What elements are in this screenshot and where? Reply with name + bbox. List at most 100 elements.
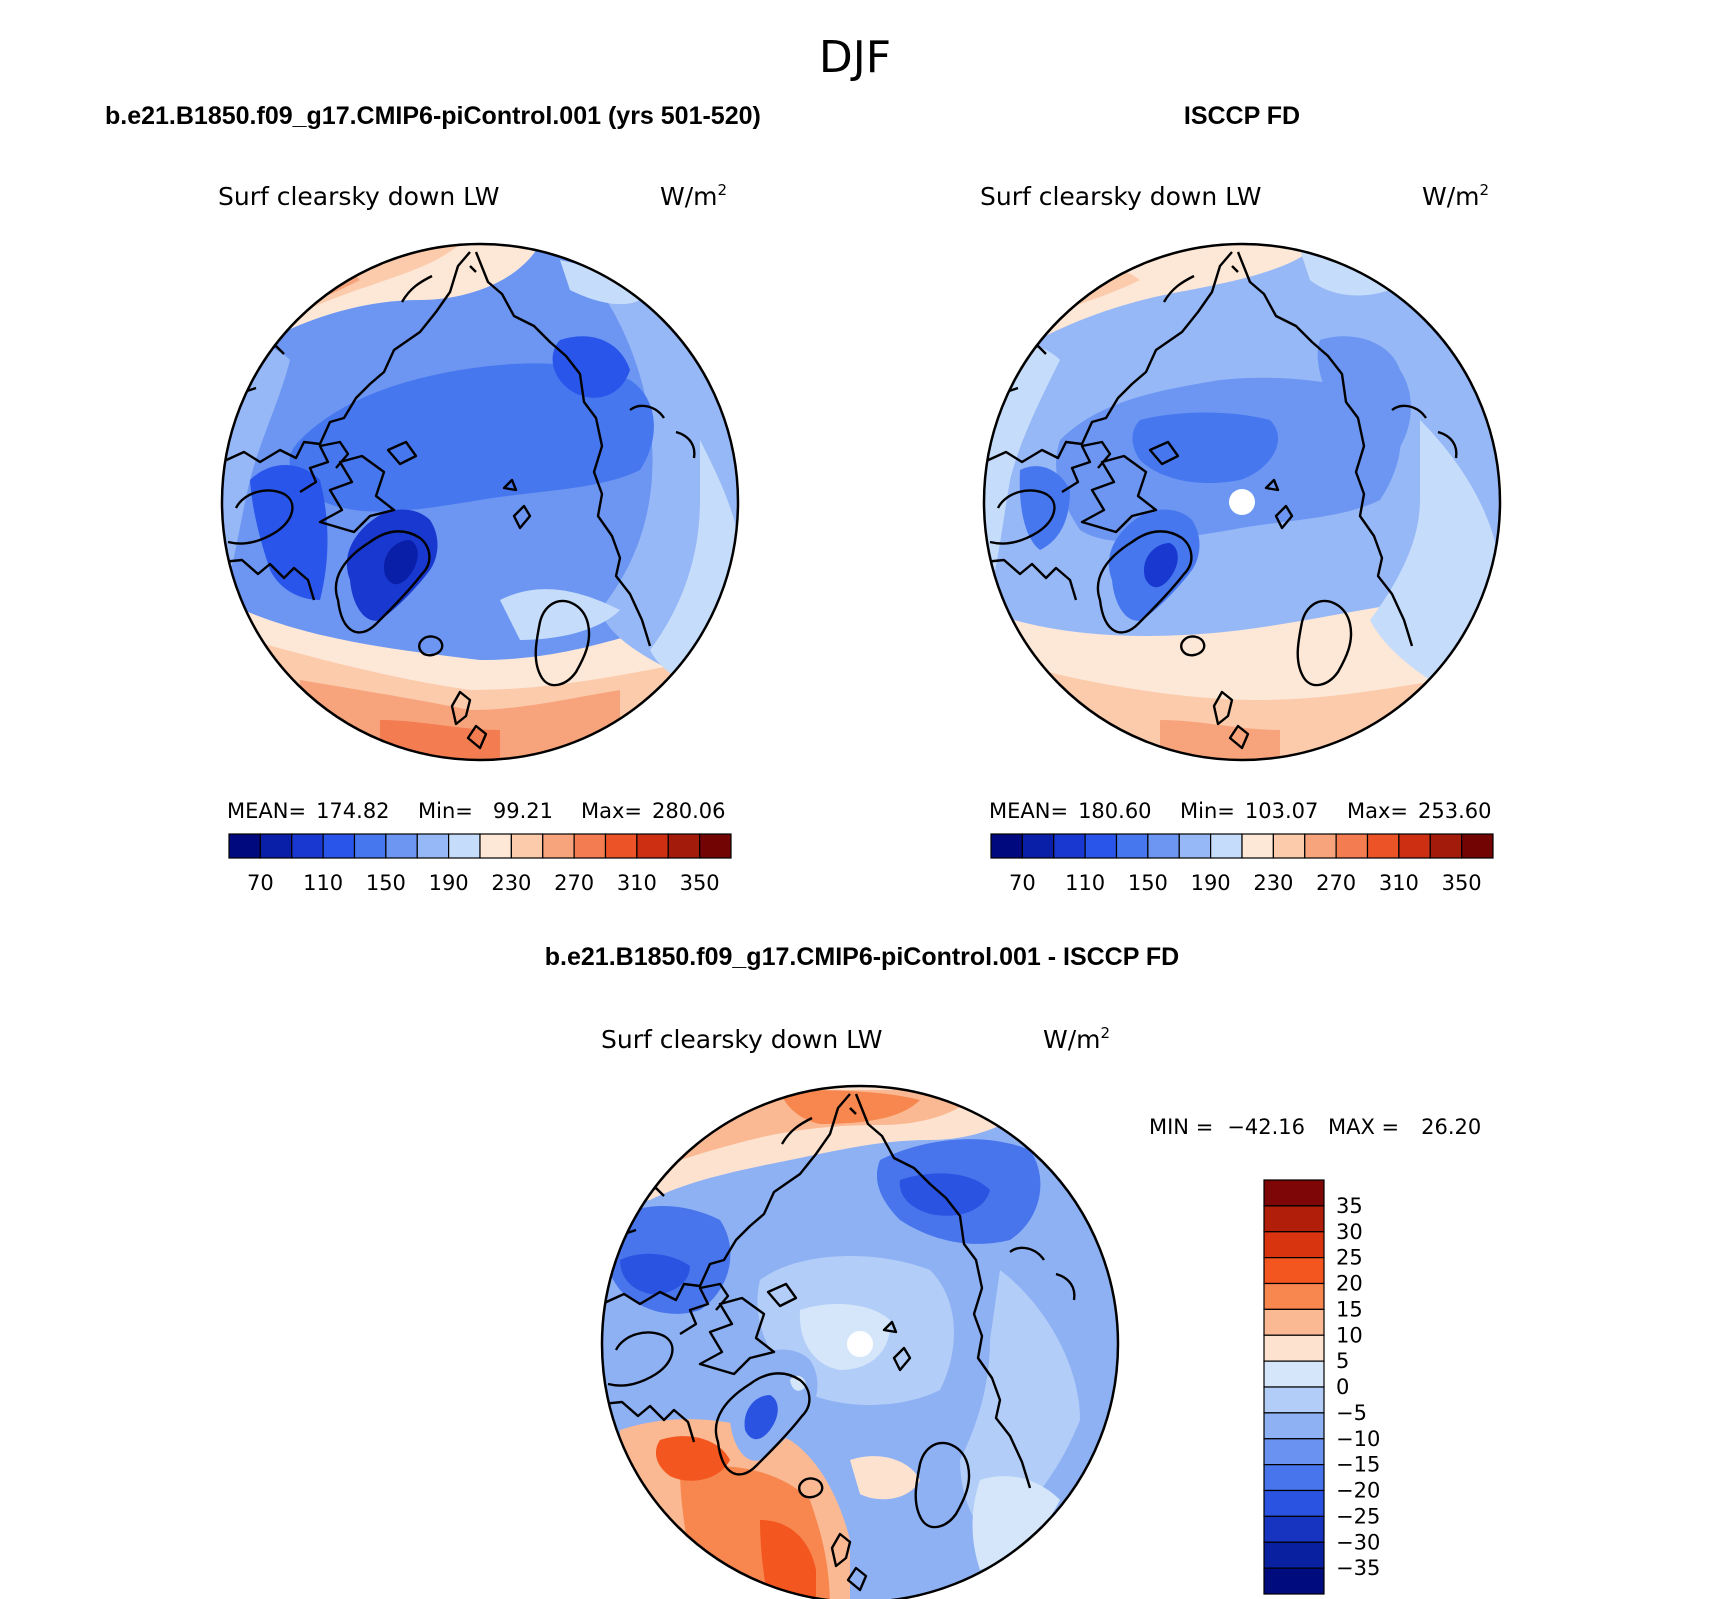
colorbar-obs-tick-label: 150 <box>1128 871 1168 895</box>
colorbar-diff-swatch <box>1263 1179 1325 1207</box>
colorbar-obs-swatch <box>1398 833 1431 859</box>
panel-obs-units: W/m2 <box>1422 181 1489 211</box>
panel-model-colorbar: 70 110 150 190 230 270 310 350 <box>228 833 732 895</box>
colorbar-model-swatch <box>604 833 638 859</box>
panel-diff-case-title: b.e21.B1850.f09_g17.CMIP6-piControl.001 … <box>545 943 1179 971</box>
colorbar-diff-swatch <box>1263 1308 1325 1336</box>
colorbar-diff-tick-label: −30 <box>1336 1530 1380 1554</box>
panel-obs: ISCCP FD Surf clearsky down LW W/m2 <box>980 102 1502 895</box>
panel-obs-min: Min= 103.07 <box>1180 799 1318 823</box>
colorbar-obs-swatch <box>1304 833 1337 859</box>
panel-diff-map-border <box>600 1084 1120 1599</box>
colorbar-obs-swatch <box>1084 833 1118 859</box>
panel-model-max: Max= 280.06 <box>581 799 726 823</box>
colorbar-model-swatch <box>573 833 607 859</box>
colorbar-diff-tick-label: 30 <box>1336 1220 1363 1244</box>
colorbar-model-swatch <box>542 833 575 859</box>
colorbar-model-tick-label: 230 <box>491 871 531 895</box>
colorbar-model-tick-label: 150 <box>366 871 406 895</box>
panel-model-case-title: b.e21.B1850.f09_g17.CMIP6-piControl.001 … <box>105 102 761 130</box>
panel-obs-map-border <box>982 242 1502 762</box>
panel-obs-colorbar: 70 110 150 190 230 270 310 350 <box>990 833 1494 895</box>
colorbar-model-swatch <box>479 833 512 859</box>
colorbar-diff-tick-label: 25 <box>1336 1246 1363 1270</box>
colorbar-diff-tick-label: −20 <box>1336 1479 1380 1503</box>
panel-obs-case-title: ISCCP FD <box>1184 102 1300 130</box>
colorbar-model-tick-label: 70 <box>247 871 274 895</box>
colorbar-diff-swatch <box>1263 1412 1325 1440</box>
colorbar-diff-tick-label: 5 <box>1336 1349 1349 1373</box>
colorbar-obs-swatch <box>1053 833 1086 859</box>
colorbar-model-swatch <box>636 833 669 859</box>
colorbar-obs-tick-label: 310 <box>1379 871 1419 895</box>
colorbar-diff-tick-label: 35 <box>1336 1194 1363 1218</box>
panel-diff-max: MAX = 26.20 <box>1328 1115 1481 1139</box>
colorbar-diff-tick-label: −10 <box>1336 1427 1380 1451</box>
colorbar-obs-swatch <box>1461 833 1494 859</box>
colorbar-model-swatch <box>448 833 481 859</box>
colorbar-obs-swatch <box>1272 833 1306 859</box>
colorbar-model-tick-label: 190 <box>429 871 469 895</box>
colorbar-diff-swatch <box>1263 1257 1325 1285</box>
colorbar-diff-tick-label: −15 <box>1336 1453 1380 1477</box>
panel-model-variable: Surf clearsky down LW <box>218 182 500 211</box>
colorbar-diff-swatch <box>1263 1360 1325 1388</box>
colorbar-obs-tick-label: 70 <box>1009 871 1036 895</box>
colorbar-diff-swatch <box>1263 1541 1325 1569</box>
panel-model-min: Min= 99.21 <box>418 799 553 823</box>
colorbar-model-swatch <box>322 833 356 859</box>
panel-obs-map <box>984 244 1500 760</box>
colorbar-diff-swatch <box>1263 1515 1325 1543</box>
colorbar-obs-swatch <box>990 833 1023 859</box>
colorbar-obs-swatch <box>1021 833 1055 859</box>
colorbar-diff-tick-label: −25 <box>1336 1504 1380 1528</box>
colorbar-model-swatch <box>385 833 418 859</box>
panel-diff: b.e21.B1850.f09_g17.CMIP6-piControl.001 … <box>545 943 1481 1599</box>
colorbar-diff-tick-label: 0 <box>1336 1375 1349 1399</box>
panel-obs-variable: Surf clearsky down LW <box>980 182 1262 211</box>
colorbar-diff-tick-label: 20 <box>1336 1272 1363 1296</box>
panel-diff-units: W/m2 <box>1043 1024 1110 1054</box>
figure-title: DJF <box>819 32 891 83</box>
colorbar-model-tick-label: 350 <box>680 871 720 895</box>
panel-obs-max: Max= 253.60 <box>1347 799 1492 823</box>
colorbar-model-swatch <box>416 833 450 859</box>
colorbar-obs-tick-label: 110 <box>1065 871 1105 895</box>
colorbar-obs-tick-label: 230 <box>1253 871 1293 895</box>
colorbar-model-tick-label: 270 <box>554 871 594 895</box>
colorbar-diff-swatch <box>1263 1567 1325 1595</box>
colorbar-model-swatch <box>353 833 387 859</box>
colorbar-diff-swatch <box>1263 1489 1325 1517</box>
colorbar-model-swatch <box>699 833 732 859</box>
colorbar-diff-swatch <box>1263 1438 1325 1466</box>
colorbar-diff-swatch <box>1263 1282 1325 1310</box>
colorbar-diff-tick-label: 15 <box>1336 1297 1363 1321</box>
colorbar-diff-tick-label: 10 <box>1336 1323 1363 1347</box>
colorbar-model-swatch <box>259 833 293 859</box>
colorbar-model-swatch <box>228 833 261 859</box>
panel-obs-mean: MEAN= 180.60 <box>989 799 1152 823</box>
colorbar-obs-swatch <box>1429 833 1463 859</box>
panel-model-map-border <box>220 242 740 762</box>
panel-diff-map <box>602 1086 1118 1599</box>
colorbar-obs-swatch <box>1241 833 1274 859</box>
colorbar-obs-tick-label: 190 <box>1191 871 1231 895</box>
panel-diff-variable: Surf clearsky down LW <box>601 1025 883 1054</box>
colorbar-model-swatch <box>510 833 544 859</box>
colorbar-diff-swatch <box>1263 1231 1325 1259</box>
colorbar-model-tick-label: 310 <box>617 871 657 895</box>
colorbar-model-tick-label: 110 <box>303 871 343 895</box>
colorbar-diff-swatch <box>1263 1464 1325 1492</box>
panel-model: b.e21.B1850.f09_g17.CMIP6-piControl.001 … <box>105 102 761 895</box>
panel-diff-min: MIN = −42.16 <box>1149 1115 1305 1139</box>
colorbar-obs-swatch <box>1366 833 1400 859</box>
panel-model-mean: MEAN= 174.82 <box>227 799 390 823</box>
colorbar-diff-tick-label: −35 <box>1336 1556 1380 1580</box>
colorbar-diff-swatch <box>1263 1334 1325 1362</box>
colorbar-diff-swatch <box>1263 1386 1325 1414</box>
colorbar-obs-tick-label: 350 <box>1442 871 1482 895</box>
colorbar-diff-swatch <box>1263 1205 1325 1233</box>
colorbar-obs-swatch <box>1210 833 1243 859</box>
